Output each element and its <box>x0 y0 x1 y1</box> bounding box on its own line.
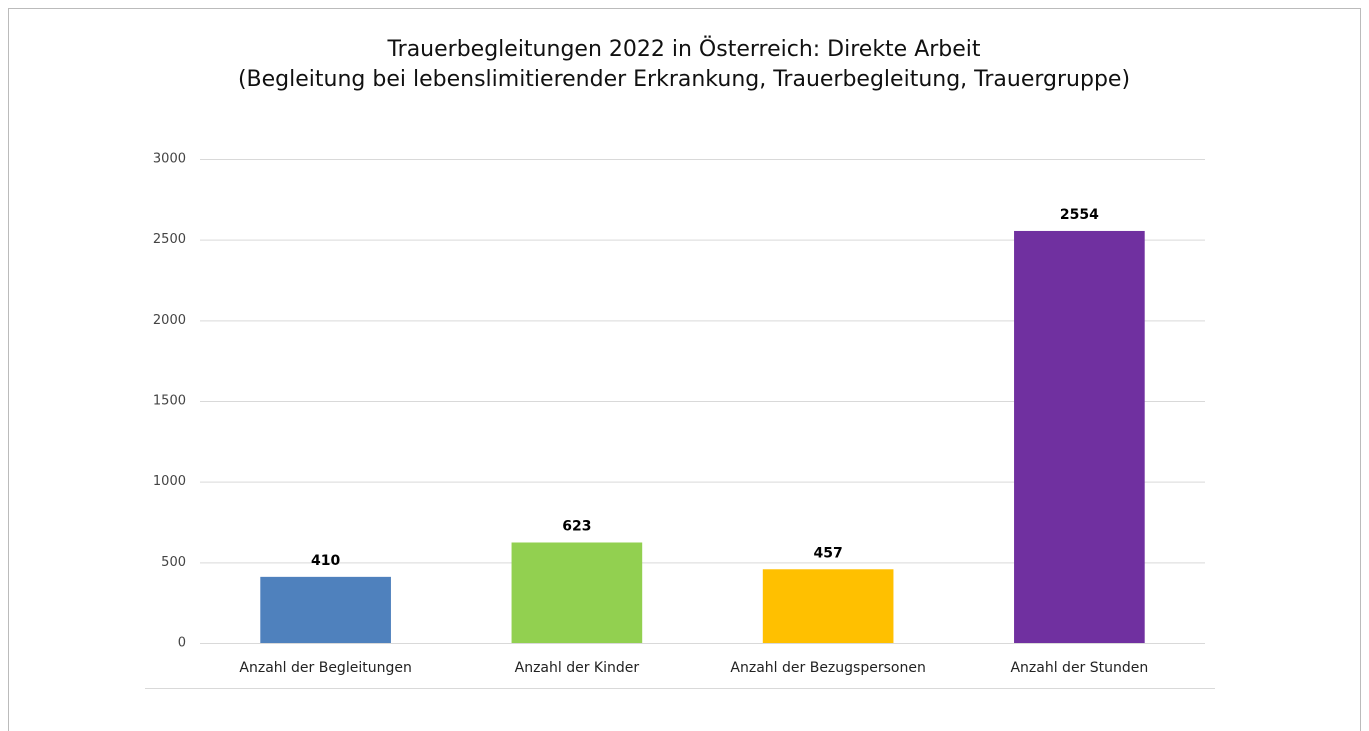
x-tick-label: Anzahl der Begleitungen <box>239 660 411 676</box>
x-tick-label: Anzahl der Bezugspersonen <box>730 660 925 676</box>
x-tick-label: Anzahl der Stunden <box>1010 660 1148 676</box>
y-tick-label: 1500 <box>153 394 186 409</box>
data-label: 457 <box>814 545 843 561</box>
y-tick-label: 3000 <box>153 152 186 167</box>
y-tick-label: 1000 <box>153 474 186 489</box>
bar <box>260 576 391 643</box>
y-tick-label: 0 <box>178 636 186 651</box>
data-label: 410 <box>311 553 340 569</box>
chart-subtitle: (Begleitung bei lebenslimitierender Erkr… <box>238 67 1130 92</box>
chart-frame <box>8 8 1361 731</box>
data-label: 623 <box>562 518 591 534</box>
chart-title: Trauerbegleitungen 2022 in Österreich: D… <box>386 36 980 62</box>
bar <box>762 569 894 643</box>
data-label: 2554 <box>1060 207 1099 223</box>
bar <box>1014 230 1145 644</box>
y-tick-label: 2500 <box>153 232 186 247</box>
y-tick-label: 2000 <box>153 313 186 328</box>
bar <box>511 542 643 643</box>
x-tick-label: Anzahl der Kinder <box>515 660 640 676</box>
y-tick-label: 500 <box>161 555 186 570</box>
